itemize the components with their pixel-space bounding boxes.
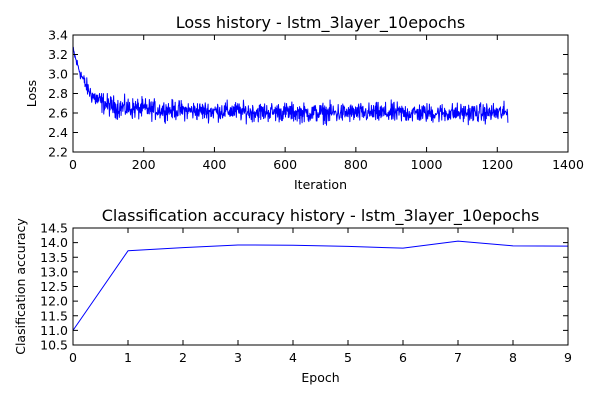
loss-chart: Loss history - lstm_3layer_10epochs 0 200… [24, 13, 584, 192]
x-tick-label: 200 [132, 157, 156, 172]
accuracy-series-line [72, 240, 569, 331]
x-tick-label: 1200 [481, 157, 513, 172]
loss-series-line [72, 46, 509, 126]
x-tick-label: 1000 [411, 157, 443, 172]
y-tick-label: 3.2 [48, 47, 68, 62]
accuracy-chart: Classification accuracy history - lstm_3… [13, 206, 572, 385]
accuracy-x-axis-label: Epoch [301, 370, 339, 385]
y-tick-label: 2.8 [48, 86, 68, 101]
loss-plot-area [72, 46, 509, 126]
x-tick-label: 5 [344, 350, 352, 365]
accuracy-ticks: 0 1 2 3 4 5 6 7 8 910.511.011.512.012.513.013.514… [40, 221, 572, 366]
y-tick-label: 14.5 [40, 221, 68, 236]
x-tick-label: 0 [69, 157, 77, 172]
x-tick-label: 9 [564, 350, 572, 365]
x-tick-label: 7 [454, 350, 462, 365]
x-tick-label: 600 [273, 157, 297, 172]
y-tick-label: 3.0 [48, 67, 68, 82]
loss-axes-frame [72, 34, 569, 153]
y-tick-label: 14.0 [40, 235, 68, 250]
accuracy-plot-area [72, 240, 569, 331]
x-tick-label: 4 [289, 350, 297, 365]
accuracy-y-axis-label: Clasification accuracy [13, 218, 28, 355]
y-tick-label: 2.2 [48, 145, 68, 160]
y-tick-label: 13.5 [40, 250, 68, 265]
x-tick-label: 3 [234, 350, 242, 365]
loss-chart-title: Loss history - lstm_3layer_10epochs [176, 13, 466, 33]
y-tick-label: 12.5 [40, 279, 68, 294]
y-tick-label: 10.5 [40, 338, 68, 353]
y-tick-label: 11.0 [40, 323, 68, 338]
x-tick-label: 800 [344, 157, 368, 172]
x-tick-label: 6 [399, 350, 407, 365]
y-tick-label: 12.0 [40, 294, 68, 309]
x-tick-label: 1400 [552, 157, 584, 172]
y-tick-label: 11.5 [40, 308, 68, 323]
accuracy-chart-title: Classification accuracy history - lstm_3… [102, 206, 540, 226]
x-tick-label: 400 [202, 157, 226, 172]
loss-ticks: 0 200 400 600 800 1000 1200 1400 2.2 2.4 2.6 2.8 3.0… [48, 28, 584, 173]
y-tick-label: 2.6 [48, 106, 68, 121]
x-tick-label: 8 [509, 350, 517, 365]
y-tick-label: 13.0 [40, 264, 68, 279]
loss-x-axis-label: Iteration [294, 177, 347, 192]
x-tick-label: 2 [179, 350, 187, 365]
y-tick-label: 3.4 [48, 28, 68, 43]
x-tick-label: 1 [124, 350, 132, 365]
y-tick-label: 2.4 [48, 125, 68, 140]
x-tick-label: 0 [69, 350, 77, 365]
loss-y-axis-label: Loss [24, 80, 39, 107]
